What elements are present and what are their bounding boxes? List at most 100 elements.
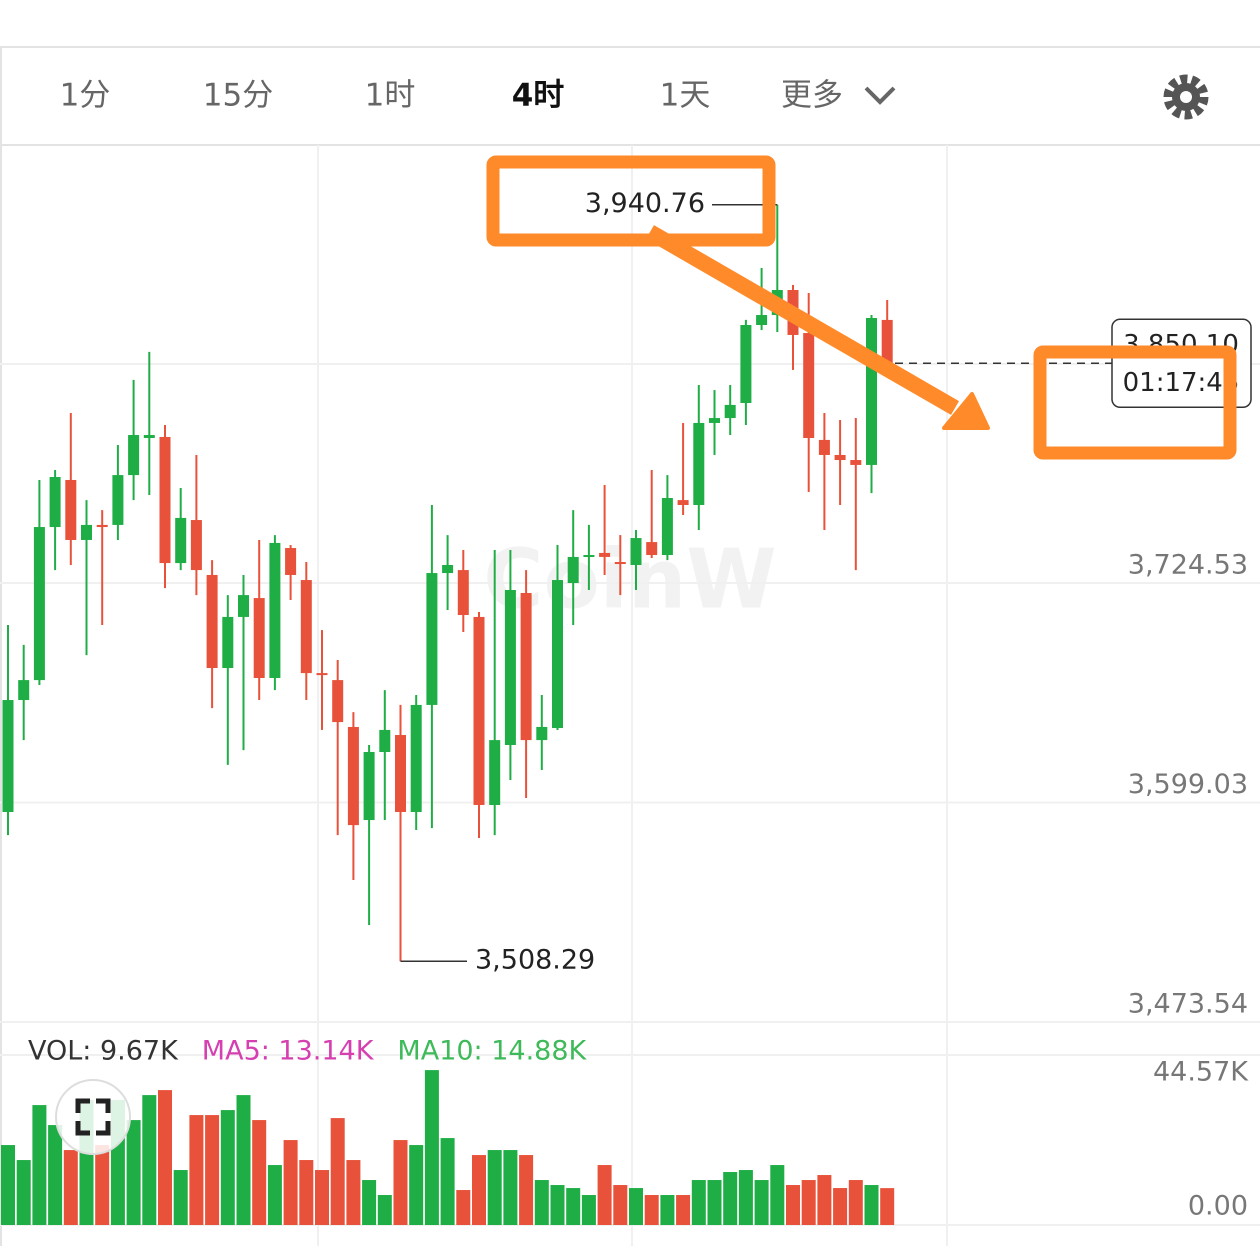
volume-bar <box>126 1120 141 1225</box>
candle-body <box>536 726 548 741</box>
volume-bar <box>63 1150 78 1225</box>
candle-body <box>614 562 626 565</box>
volume-bar <box>738 1170 753 1225</box>
candle-body <box>175 517 187 564</box>
annotation-overlay <box>486 155 1237 460</box>
candle-body <box>96 524 108 528</box>
candle-body <box>395 735 406 812</box>
candle-body <box>552 580 563 729</box>
tab[interactable]: 15分 <box>203 78 273 114</box>
settings-icon[interactable] <box>1163 74 1209 120</box>
candle-body <box>866 318 877 465</box>
candle-body <box>128 435 140 476</box>
volume-bar <box>220 1110 235 1225</box>
volume-bar <box>660 1195 675 1225</box>
volume-bar <box>880 1188 895 1225</box>
volume-tick-label: 44.57K <box>1153 1057 1249 1088</box>
candle-body <box>379 729 391 752</box>
candle-body <box>583 555 595 558</box>
tab[interactable]: 1时 <box>365 78 416 114</box>
candle-body <box>206 574 218 669</box>
low-label: 3,508.29 <box>475 945 595 976</box>
tab[interactable]: 更多 <box>781 78 843 114</box>
volume-bar <box>158 1090 172 1225</box>
volume-bar <box>267 1165 282 1225</box>
volume-bar <box>676 1195 691 1225</box>
candle-body <box>489 740 501 805</box>
chevron[interactable] <box>864 86 896 105</box>
candle-body <box>253 598 265 678</box>
volume-bar <box>707 1180 722 1225</box>
candle-body <box>599 552 611 557</box>
high-label: 3,940.76 <box>585 188 705 219</box>
tab[interactable]: 1天 <box>660 78 711 114</box>
candle-body <box>520 592 532 741</box>
volume-bar <box>1 1145 15 1225</box>
volume-bar <box>817 1175 832 1225</box>
last-price-box <box>1111 318 1252 409</box>
volume-bar <box>566 1188 581 1225</box>
candle-body <box>646 542 658 556</box>
candle-body <box>677 500 689 505</box>
volume-bar <box>424 1070 439 1225</box>
volume-bar <box>315 1170 329 1225</box>
candle-body <box>881 319 893 364</box>
candle-body <box>269 542 281 678</box>
volume-bar <box>393 1140 408 1225</box>
candle-body <box>504 590 516 745</box>
tab[interactable]: 4时 <box>512 78 565 114</box>
candle-body <box>300 580 312 674</box>
volume-bar <box>409 1145 424 1225</box>
volume-bar <box>801 1180 816 1225</box>
volume-bar <box>283 1140 298 1225</box>
candle-body <box>347 726 359 826</box>
volume-bar <box>16 1160 31 1225</box>
candle-body <box>222 616 234 669</box>
candle-body <box>2 700 14 812</box>
volume-bar <box>833 1188 848 1225</box>
volume-bar <box>48 1125 63 1225</box>
volume-bar <box>362 1180 377 1225</box>
candle-body <box>850 460 862 465</box>
volume-bar <box>754 1180 769 1225</box>
watermark: CoinW <box>483 532 776 627</box>
volume-bar <box>472 1155 486 1225</box>
volume-bar <box>786 1185 800 1225</box>
plot: 3,473.54 3,599.03 3,724.53 0.00 44.57K 3,940.… <box>0 188 1260 1226</box>
candle-body <box>834 454 846 461</box>
candle-body <box>285 548 297 575</box>
volume-bar <box>691 1180 706 1225</box>
volume-bar <box>32 1105 47 1225</box>
candle-body <box>473 616 485 805</box>
candle-body <box>457 570 469 616</box>
candle-body <box>567 556 579 584</box>
volume-bar <box>189 1115 204 1225</box>
volume-bar <box>550 1185 565 1225</box>
y-tick-label: 3,473.54 <box>1128 989 1248 1020</box>
tab[interactable]: 1分 <box>60 78 111 114</box>
candle-body <box>818 439 830 455</box>
candle-body <box>332 680 344 723</box>
candle-body <box>740 324 752 404</box>
candle-body <box>190 520 202 571</box>
volume-bar <box>770 1165 785 1225</box>
y-tick-label: 3,724.53 <box>1128 549 1248 580</box>
vertical-grid <box>317 145 948 1246</box>
volume-bar <box>629 1188 643 1225</box>
candle-body <box>238 595 249 617</box>
fullscreen-button[interactable] <box>55 1079 131 1155</box>
candle-body <box>18 680 30 701</box>
volume-bar <box>597 1165 612 1225</box>
volume-legend: MA5: 13.14K <box>202 1036 375 1067</box>
volume-bar <box>236 1095 251 1225</box>
volume-bar <box>456 1190 471 1225</box>
tab-bar: 1分 15分 1时 4时 1天 更多 <box>60 78 843 114</box>
volume-bar <box>487 1150 502 1225</box>
candle-body <box>33 527 45 681</box>
volume-bar <box>299 1160 314 1225</box>
volume-legend: VOL: 9.67K <box>28 1036 179 1067</box>
candle-body <box>112 475 124 525</box>
volume-bar <box>581 1195 596 1225</box>
volume-bar <box>723 1172 738 1225</box>
